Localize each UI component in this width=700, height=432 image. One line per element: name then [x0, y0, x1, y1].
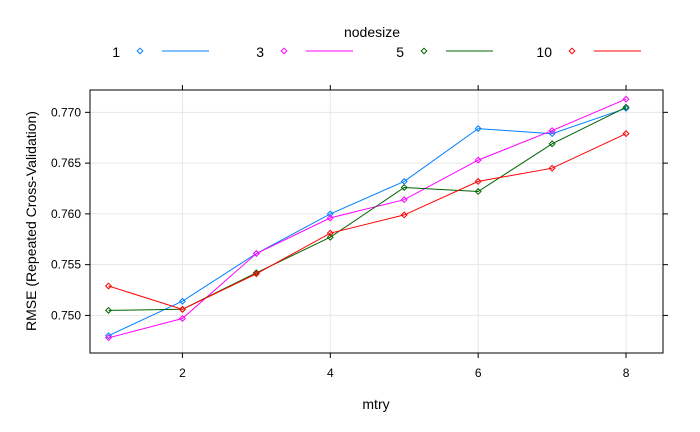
data-point — [400, 196, 408, 204]
x-tick-label: 4 — [327, 366, 334, 380]
data-point — [474, 125, 482, 133]
legend-marker — [280, 47, 288, 55]
data-point — [548, 130, 556, 138]
legend-title: nodesize — [344, 24, 400, 40]
x-axis-title: mtry — [362, 396, 389, 412]
legend-marker — [568, 47, 576, 55]
series-line — [108, 133, 627, 310]
grid — [90, 90, 663, 353]
y-tick-label: 0.760 — [51, 207, 81, 221]
data-point — [326, 210, 334, 218]
ticks: 2 4 6 8 0.750 0.755 0.760 0.765 0.770 — [51, 85, 668, 380]
data-point — [474, 177, 482, 185]
y-tick-label: 0.770 — [51, 105, 81, 119]
data-point — [548, 164, 556, 172]
series-10 — [104, 130, 630, 313]
legend: nodesize 1 3 5 10 — [112, 24, 641, 60]
data-point — [178, 305, 186, 313]
data-point — [104, 334, 112, 342]
y-tick-label: 0.750 — [51, 308, 81, 322]
legend-item-5: 5 — [396, 44, 493, 60]
data-point — [104, 282, 112, 290]
x-tick-label: 6 — [475, 366, 482, 380]
data-point — [622, 95, 630, 103]
data-point — [548, 127, 556, 135]
legend-label: 10 — [536, 44, 552, 60]
legend-item-1: 1 — [112, 44, 209, 60]
data-point — [252, 270, 260, 278]
x-tick-label: 2 — [179, 366, 186, 380]
legend-item-3: 3 — [256, 44, 353, 60]
y-axis-title: RMSE (Repeated Cross-Validation) — [23, 111, 39, 331]
data-point — [326, 214, 334, 222]
data-point — [400, 211, 408, 219]
data-point — [474, 188, 482, 196]
data-point — [622, 130, 630, 138]
data-point — [548, 140, 556, 148]
data-point — [622, 104, 630, 112]
y-tick-label: 0.765 — [51, 156, 81, 170]
x-tick-label: 8 — [623, 366, 630, 380]
data-point — [178, 314, 186, 322]
y-tick-label: 0.755 — [51, 258, 81, 272]
series-line — [108, 98, 627, 339]
series-layer — [104, 95, 630, 342]
legend-marker — [136, 47, 144, 55]
data-point — [326, 229, 334, 237]
legend-marker — [420, 47, 428, 55]
legend-item-10: 10 — [536, 44, 641, 60]
data-point — [178, 297, 186, 305]
data-point — [400, 183, 408, 191]
data-point — [474, 156, 482, 164]
series-1 — [104, 104, 630, 340]
data-point — [252, 269, 260, 277]
data-point — [252, 249, 260, 257]
legend-label: 3 — [256, 44, 264, 60]
series-3 — [104, 95, 630, 342]
series-line — [108, 107, 627, 337]
plot-frame — [89, 89, 664, 354]
data-point — [326, 233, 334, 241]
data-point — [104, 332, 112, 340]
legend-label: 1 — [112, 44, 120, 60]
data-point — [622, 103, 630, 111]
legend-label: 5 — [396, 44, 404, 60]
data-point — [104, 306, 112, 314]
